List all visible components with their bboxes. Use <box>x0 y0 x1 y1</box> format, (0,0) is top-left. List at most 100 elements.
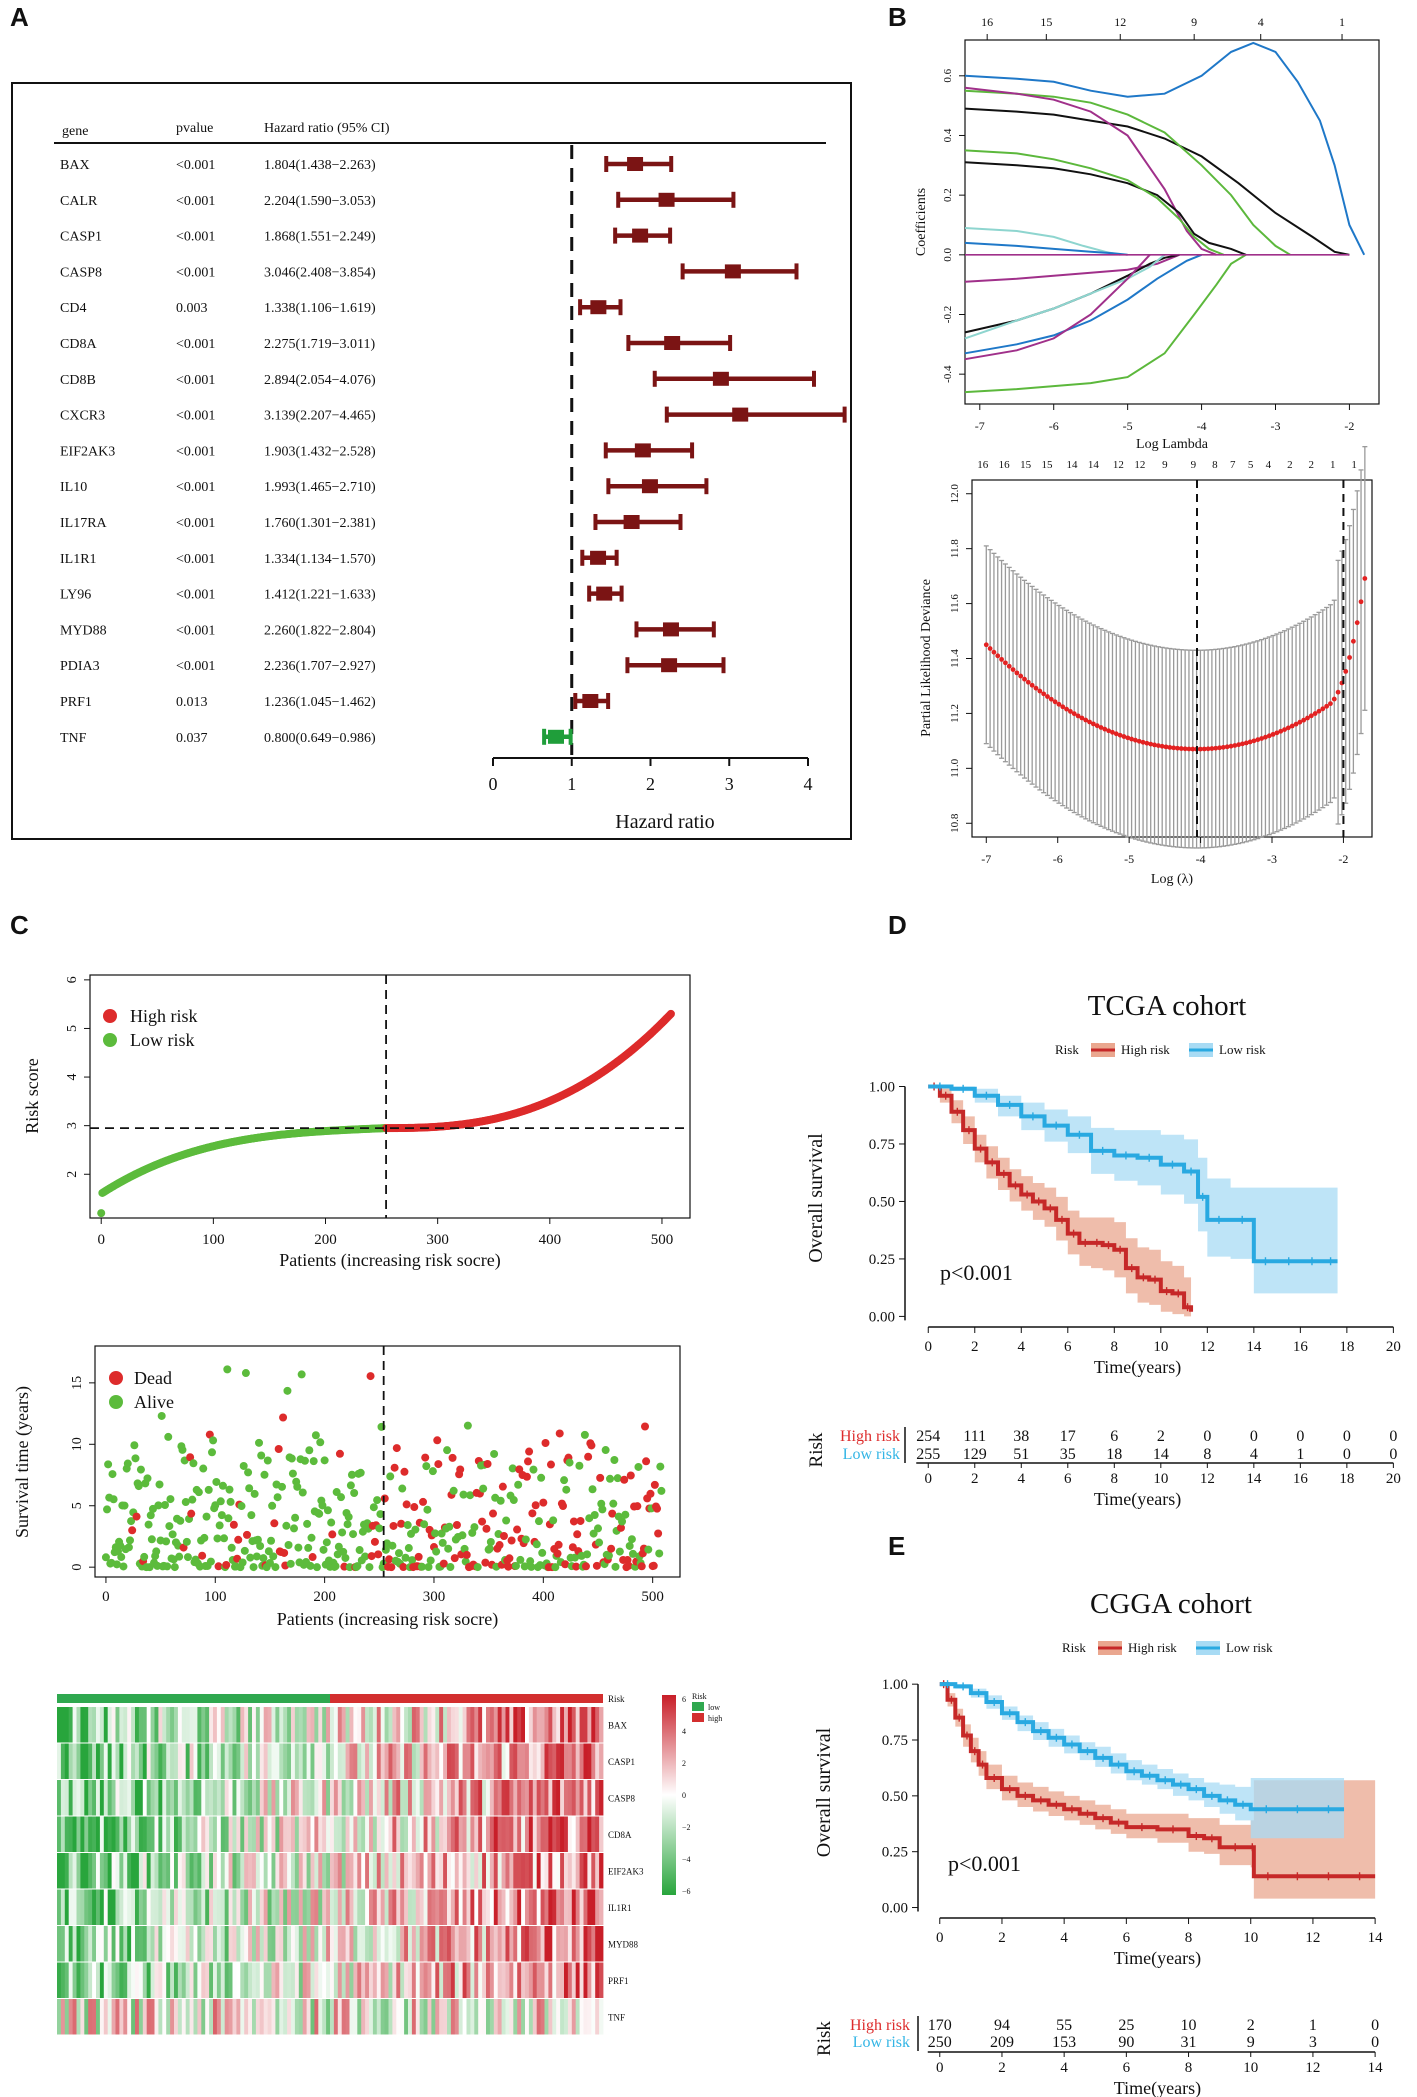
forest-gene-label: BAX <box>60 158 90 173</box>
heatmap-cell <box>193 1889 198 1925</box>
dev-top-tick-label: 16 <box>999 459 1011 471</box>
dev-point <box>1308 713 1314 719</box>
heatmap-cell <box>435 1743 440 1779</box>
risk-table-row-name: Low risk <box>853 2034 910 2051</box>
dev-point <box>1285 725 1291 731</box>
surv-point <box>583 1550 592 1559</box>
heatmap-cell <box>115 1780 120 1816</box>
heatmap-cell <box>162 1743 167 1779</box>
heatmap-cell <box>236 1962 241 1998</box>
heatmap-cell <box>131 1962 136 1998</box>
heatmap-cell <box>435 1962 440 1998</box>
heatmap-cell <box>314 1707 319 1743</box>
surv-point <box>408 1556 417 1565</box>
heatmap-cell <box>189 1780 194 1816</box>
heatmap-cell <box>197 1780 202 1816</box>
forest-gene-label: CALR <box>60 194 98 209</box>
heatmap-cell <box>310 1926 315 1962</box>
heatmap-cell <box>450 1707 456 1743</box>
surv-legend-alive: Alive <box>134 1392 174 1412</box>
coef-path <box>964 254 1151 361</box>
risk-table-x-tick-label: 0 <box>925 1471 933 1487</box>
heatmap-cell <box>384 1926 389 1962</box>
heatmap-cell <box>263 1962 268 1998</box>
heatmap-cell <box>493 1962 499 1998</box>
heatmap-cell <box>72 1999 77 2035</box>
heatmap-cell <box>595 1962 600 1998</box>
surv-point <box>516 1555 525 1564</box>
heatmap-cell <box>64 1999 70 2035</box>
surv-point <box>528 1509 537 1518</box>
heatmap-cell <box>505 1853 510 1889</box>
heatmap-cell <box>318 1999 323 2035</box>
coef-path <box>964 86 1217 256</box>
heatmap-cell <box>64 1853 70 1889</box>
heatmap-cell <box>474 1962 479 1998</box>
surv-point <box>255 1438 264 1447</box>
heatmap-cell <box>181 1889 187 1925</box>
coef-frame <box>964 39 1380 405</box>
surv-point <box>319 1545 328 1554</box>
heatmap-cell <box>560 1780 565 1816</box>
surv-point <box>322 1538 331 1547</box>
surv-point <box>609 1499 618 1508</box>
km-ci-band <box>939 1684 1345 1839</box>
heatmap-cell <box>435 1926 440 1962</box>
heatmap-cell <box>142 1816 148 1852</box>
heatmap-cell <box>419 1853 424 1889</box>
heatmap-cell <box>135 1780 140 1816</box>
heatmap-cell <box>337 1926 343 1962</box>
surv-point <box>154 1501 163 1510</box>
risk-table-value: 153 <box>1052 2034 1076 2051</box>
surv-x-tick-label: 100 <box>204 1589 227 1605</box>
coef-path <box>964 253 1247 394</box>
heatmap-cell <box>330 1853 335 1889</box>
heatmap-cell <box>427 1707 432 1743</box>
heatmap-cell <box>216 1999 222 2035</box>
heatmap-cell <box>302 1816 307 1852</box>
surv-point <box>284 1540 293 1549</box>
heatmap-cell <box>552 1999 557 2035</box>
risk-table-value: 0 <box>1343 1428 1351 1445</box>
surv-point <box>513 1525 522 1534</box>
heatmap-cell <box>220 1743 226 1779</box>
risk-table-x-label: Time(years) <box>1094 1489 1181 1510</box>
heatmap-cell <box>181 1743 187 1779</box>
km-curve <box>939 1682 1345 1812</box>
heatmap-cell <box>372 1816 378 1852</box>
heatmap-cell <box>248 1999 253 2035</box>
heatmap-cell <box>345 1707 350 1743</box>
heatmap-cell <box>369 1707 374 1743</box>
heatmap-cell <box>599 1707 604 1743</box>
heatmap-cell <box>64 1816 70 1852</box>
heatmap-cell <box>170 1962 175 1998</box>
heatmap-cell <box>283 1962 288 1998</box>
surv-point <box>618 1517 627 1526</box>
heatmap-cell <box>209 1816 214 1852</box>
heatmap-cell <box>76 1743 81 1779</box>
heatmap-cell <box>486 1853 491 1889</box>
heatmap-cell <box>72 1707 77 1743</box>
heatmap-cell <box>532 1999 538 2035</box>
heatmap-row-label: TNF <box>608 2012 625 2022</box>
surv-point <box>527 1562 536 1571</box>
forest-header-pvalue: pvalue <box>176 121 213 136</box>
heatmap-cell <box>365 1743 370 1779</box>
surv-point <box>339 1547 348 1556</box>
heatmap-cell <box>107 1926 112 1962</box>
surv-point <box>431 1529 440 1538</box>
heatmap-cell <box>567 1780 573 1816</box>
coef-y-tick-label: 0.6 <box>942 68 954 82</box>
km-title: CGGA cohort <box>1090 1588 1252 1620</box>
surv-point <box>655 1549 664 1558</box>
surv-point <box>229 1520 238 1529</box>
heatmap-cell <box>123 1707 128 1743</box>
heatmap-cell <box>170 1999 175 2035</box>
heatmap-cell <box>80 1780 85 1816</box>
heatmap-cell <box>411 1743 417 1779</box>
dev-point <box>1110 729 1115 735</box>
heatmap-cell <box>244 1962 249 1998</box>
heatmap-cell <box>595 1999 600 2035</box>
forest-hr-text: 2.275(1.719−3.011) <box>264 337 376 352</box>
surv-point <box>562 1485 571 1494</box>
